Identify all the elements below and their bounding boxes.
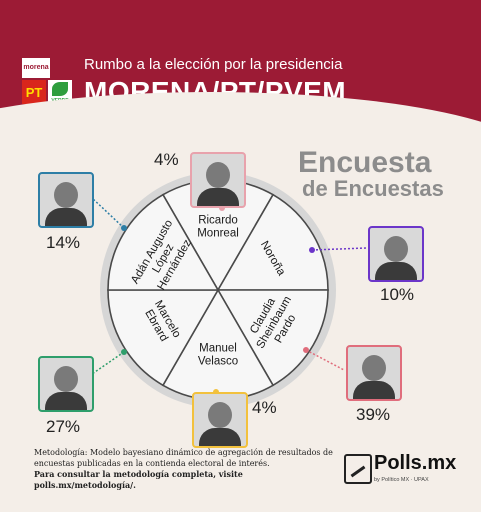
percentage-label: 27% <box>46 417 81 436</box>
person-torso <box>199 428 241 446</box>
candidate-photo <box>38 356 94 412</box>
candidate-photo <box>190 152 246 208</box>
methodology-link[interactable]: Para consultar la metodología completa, … <box>34 469 243 490</box>
brand-name: Polls.mx <box>374 452 457 474</box>
percentage-label: 10% <box>380 285 415 304</box>
pt-logo: PT <box>22 80 46 104</box>
connector-dot <box>303 347 309 353</box>
person-torso <box>353 381 395 399</box>
person-head <box>54 182 78 208</box>
person-head <box>208 402 232 428</box>
brand-title-line2: de Encuestas <box>302 176 444 201</box>
connector-line <box>305 349 345 371</box>
person-head <box>54 366 78 392</box>
header-subtitle: Rumbo a la elección por la presidencia <box>84 56 343 73</box>
person-head <box>384 236 408 262</box>
person-torso <box>375 262 417 280</box>
chart-logo-icon <box>344 454 372 484</box>
person-torso <box>45 208 87 226</box>
polls-mx-brand[interactable]: Polls.mx by Político MX · UPAX <box>344 452 464 492</box>
percentage-label: 4% <box>252 398 277 417</box>
brand-title-line1: Encuesta <box>298 146 432 179</box>
slice-label-line: Monreal <box>197 228 239 240</box>
candidate-photo <box>38 172 94 228</box>
header-banner: morena PT VERDE Rumbo a la elección por … <box>0 0 481 142</box>
candidate-photo <box>192 392 248 448</box>
person-torso <box>45 392 87 410</box>
slice-label-line: Velasco <box>198 356 238 368</box>
slice-label-line: Ricardo <box>198 215 238 227</box>
slice-label-line: Manuel <box>199 343 237 355</box>
person-torso <box>197 188 239 206</box>
person-head <box>206 162 230 188</box>
connector-dot <box>121 349 127 355</box>
candidate-photo <box>368 226 424 282</box>
methodology-note: Metodología: Modelo bayesiano dinámico d… <box>34 447 344 491</box>
methodology-text: Metodología: Modelo bayesiano dinámico d… <box>34 448 333 468</box>
percentage-label: 39% <box>356 405 391 424</box>
connector-dot <box>309 247 315 253</box>
pie-slice-5 <box>107 289 220 387</box>
morena-logo: morena <box>22 58 50 78</box>
pie-slice-6 <box>107 193 220 291</box>
connector-line <box>91 197 125 229</box>
leaf-icon <box>52 82 68 96</box>
person-head <box>362 355 386 381</box>
pie-slice-3 <box>216 289 329 387</box>
connector-line <box>91 351 125 375</box>
candidate-photo <box>346 345 402 401</box>
pie-slice-2 <box>216 193 329 291</box>
connector-dot <box>121 225 127 231</box>
percentage-label: 14% <box>46 233 81 252</box>
percentage-label: 4% <box>154 150 179 169</box>
connector-line <box>311 247 367 251</box>
brand-tagline: by Político MX · UPAX <box>374 477 429 483</box>
